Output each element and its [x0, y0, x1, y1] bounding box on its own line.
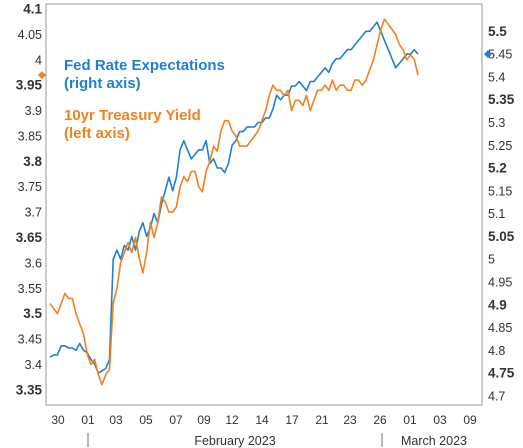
x-tick-label: 07	[169, 413, 183, 427]
x-tick-label: 30	[51, 413, 65, 427]
left-tick-label: 3.9	[25, 104, 42, 118]
x-tick-label: 09	[197, 413, 211, 427]
legend-fed-axis-note: (right axis)	[64, 75, 141, 92]
x-tick-label: 03	[433, 413, 447, 427]
x-tick-label: 23	[343, 413, 357, 427]
left-tick-label: 3.5	[23, 306, 42, 321]
legend-treasury-name: 10yr Treasury Yield	[64, 107, 201, 124]
right-tick-label: 5.1	[488, 207, 505, 221]
right-tick-label: 5.5	[488, 24, 507, 39]
left-tick-label: 3.8	[23, 154, 42, 169]
left-tick-label: 4.1	[23, 2, 42, 17]
x-tick-label: 09	[463, 413, 477, 427]
left-tick-label: 4	[35, 53, 42, 67]
left-tick-label: 3.35	[16, 382, 43, 397]
left-tick-label: 3.45	[18, 333, 42, 347]
x-tick-label: 26	[373, 413, 387, 427]
x-axis: 30 01 03 05 07 09 12 14 17 21 23 26 01 03 09 February 2…	[51, 413, 477, 448]
left-tick-label: 3.95	[16, 78, 43, 93]
x-tick-label: 14	[255, 413, 269, 427]
treasury-current-marker	[38, 71, 46, 80]
left-tick-label: 4.05	[18, 28, 42, 42]
right-tick-label: 4.75	[488, 366, 515, 381]
right-axis: 4.7 4.75 4.8 4.85 4.9 4.95 5 5.05 5.1 5.15 5.2 5.25…	[484, 24, 515, 403]
x-tick-label: 17	[285, 413, 299, 427]
left-tick-label: 3.75	[18, 180, 42, 194]
x-tick-label: 03	[109, 413, 123, 427]
right-tick-label: 5.05	[488, 229, 515, 244]
right-tick-label: 5	[488, 253, 495, 267]
right-tick-label: 4.95	[488, 275, 512, 289]
right-tick-label: 5.25	[488, 139, 512, 153]
fed-rate-expectations-line	[49, 21, 419, 374]
x-tick-label: 21	[315, 413, 329, 427]
x-tick-label: 01	[81, 413, 95, 427]
month-label-february: February 2023	[194, 434, 275, 448]
left-axis: 3.35 3.4 3.45 3.5 3.55 3.6 3.65 3.7 3.75 3.8 3.85 3…	[16, 2, 46, 397]
right-tick-label: 5.4	[488, 70, 505, 84]
month-label-march: March 2023	[401, 434, 467, 448]
right-tick-label: 4.8	[488, 344, 505, 358]
right-tick-label: 4.9	[488, 297, 507, 312]
right-tick-label: 4.7	[488, 389, 505, 403]
right-tick-label: 5.35	[488, 92, 515, 107]
x-tick-label: 05	[139, 413, 153, 427]
legend-treasury-axis-note: (left axis)	[64, 125, 130, 142]
right-tick-label: 5.45	[488, 48, 512, 62]
right-tick-label: 4.85	[488, 321, 512, 335]
x-tick-label: 01	[403, 413, 417, 427]
left-tick-label: 3.55	[18, 282, 42, 296]
right-tick-label: 5.2	[488, 161, 507, 176]
plot-frame	[45, 3, 483, 406]
treasury-yield-line	[49, 18, 419, 386]
legend: Fed Rate Expectations (right axis) 10yr …	[64, 57, 225, 142]
left-tick-label: 3.7	[25, 206, 42, 220]
right-tick-label: 5.3	[488, 116, 505, 130]
fed-current-marker	[484, 50, 492, 59]
left-tick-label: 3.6	[25, 256, 42, 270]
right-tick-label: 5.15	[488, 184, 512, 198]
series-layer	[49, 18, 419, 386]
left-tick-label: 3.65	[16, 230, 43, 245]
plot-border	[45, 3, 483, 406]
legend-fed-name: Fed Rate Expectations	[64, 57, 225, 74]
left-tick-label: 3.4	[25, 358, 42, 372]
left-tick-label: 3.85	[18, 129, 42, 143]
x-tick-label: 12	[225, 413, 239, 427]
